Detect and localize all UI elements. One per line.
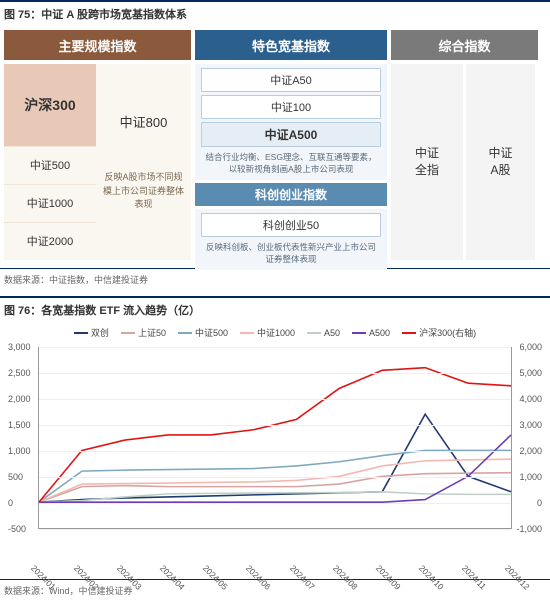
feature-pill-0: 中证A50 [201, 68, 381, 92]
scale-cell-0: 沪深300 [4, 64, 96, 146]
fig75-source: 数据来源：中证指数，中信建投证券 [0, 268, 550, 290]
yl-right: 5,000 [519, 368, 542, 378]
fig75-grid: 沪深300中证500中证1000中证2000 中证800 反映A股市场不同规模上… [4, 64, 546, 260]
fig75-body: 主要规模指数特色宽基指数综合指数 沪深300中证500中证1000中证2000 … [0, 28, 550, 268]
header-composite: 综合指数 [391, 30, 538, 60]
yl-left: -500 [8, 524, 26, 534]
feature-desc1: 结合行业均衡、ESG理念、互联互通等要素，以较新视角刻画A股上市公司表现 [201, 150, 381, 176]
legend-swatch-1 [121, 332, 135, 334]
legend-swatch-6 [402, 332, 416, 334]
yl-right: 4,000 [519, 394, 542, 404]
yl-left: 1,000 [8, 446, 31, 456]
col-scale: 沪深300中证500中证1000中证2000 中证800 反映A股市场不同规模上… [4, 64, 191, 260]
col-feature: 中证A50 中证100 中证A500 结合行业均衡、ESG理念、互联互通等要素，以较… [195, 64, 387, 260]
legend-label-3: 中证1000 [257, 326, 295, 339]
gridline [39, 529, 511, 530]
gridline [39, 373, 511, 374]
legend-item-1: 上证50 [121, 326, 166, 339]
yl-right: 6,000 [519, 342, 542, 352]
legend-swatch-2 [178, 332, 192, 334]
gridline [39, 347, 511, 348]
yl-left: 2,000 [8, 394, 31, 404]
legend-item-0: 双创 [74, 326, 109, 339]
scale-right: 中证800 反映A股市场不同规模上市公司证券整体表现 [96, 64, 191, 260]
gridline [39, 399, 511, 400]
scale-cell-3: 中证2000 [4, 222, 96, 260]
legend-item-2: 中证500 [178, 326, 228, 339]
legend-item-3: 中证1000 [240, 326, 295, 339]
fig76-legend: 双创 上证50 中证500 中证1000 A50 A500 沪深300(右轴) [8, 326, 542, 339]
yl-left: 500 [8, 472, 23, 482]
fig76-source: 数据来源：Wind，中信建投证券 [0, 579, 550, 601]
yl-right: -1,000 [516, 524, 542, 534]
scale-right-desc: 反映A股市场不同规模上市公司证券整体表现 [102, 171, 185, 212]
yl-left: 1,500 [8, 420, 31, 430]
legend-item-6: 沪深300(右轴) [402, 326, 476, 339]
yl-left: 0 [8, 498, 13, 508]
feature-block2: 科创创业50 反映科创板、创业板代表性新兴产业上市公司证券整体表现 [195, 209, 387, 270]
series-line-4 [39, 492, 511, 502]
fig76-title: 图 76：各宽基指数 ETF 流入趋势（亿） [0, 296, 550, 324]
legend-swatch-4 [307, 332, 321, 334]
feature-pill-kc50: 科创创业50 [201, 213, 381, 237]
header-scale: 主要规模指数 [4, 30, 191, 60]
legend-swatch-5 [352, 332, 366, 334]
yl-right: 3,000 [519, 420, 542, 430]
scale-cell-1: 中证500 [4, 146, 96, 184]
composite-right: 中证A股 [463, 64, 535, 260]
legend-swatch-3 [240, 332, 254, 334]
feature-desc2: 反映科创板、创业板代表性新兴产业上市公司证券整体表现 [201, 240, 381, 266]
series-line-5 [39, 435, 511, 502]
feature-block1: 中证A50 中证100 中证A500 结合行业均衡、ESG理念、互联互通等要素，以较… [195, 64, 387, 180]
feature-pills1: 中证A50 中证100 中证A500 [201, 68, 381, 150]
scale-right-name: 中证800 [120, 112, 168, 131]
legend-label-1: 上证50 [138, 326, 166, 339]
scale-left: 沪深300中证500中证1000中证2000 [4, 64, 96, 260]
yl-left: 3,000 [8, 342, 31, 352]
legend-label-5: A500 [369, 328, 390, 338]
composite-left: 中证全指 [391, 64, 463, 260]
fig75-headers: 主要规模指数特色宽基指数综合指数 [4, 30, 546, 60]
scale-cell-2: 中证1000 [4, 184, 96, 222]
feature-pill-1: 中证100 [201, 95, 381, 119]
fig76-body: 双创 上证50 中证500 中证1000 A50 A500 沪深300(右轴) -500 0 5… [0, 324, 550, 579]
feature-pill-2: 中证A500 [201, 122, 381, 147]
yl-right: 1,000 [519, 472, 542, 482]
fig76-svg [39, 347, 511, 528]
yl-right: 0 [537, 498, 542, 508]
legend-label-2: 中证500 [195, 326, 228, 339]
gridline [39, 425, 511, 426]
legend-label-4: A50 [324, 328, 340, 338]
legend-label-6: 沪深300(右轴) [419, 326, 476, 339]
col-composite: 中证全指 中证A股 [391, 64, 538, 260]
legend-item-5: A500 [352, 326, 390, 339]
legend-label-0: 双创 [91, 326, 109, 339]
gridline [39, 503, 511, 504]
feature-block2-header: 科创创业指数 [195, 183, 387, 206]
fig75-title: 图 75：中证 A 股跨市场宽基指数体系 [0, 0, 550, 28]
fig76-plot [38, 347, 512, 529]
series-line-3 [39, 459, 511, 502]
gridline [39, 477, 511, 478]
series-line-0 [39, 414, 511, 502]
header-feature: 特色宽基指数 [195, 30, 387, 60]
yl-right: 2,000 [519, 446, 542, 456]
fig76-chart: -500 0 500 1,000 1,500 2,000 2,500 3,000 -1,000 0… [8, 341, 542, 573]
yl-left: 2,500 [8, 368, 31, 378]
gridline [39, 451, 511, 452]
legend-item-4: A50 [307, 326, 340, 339]
legend-swatch-0 [74, 332, 88, 334]
